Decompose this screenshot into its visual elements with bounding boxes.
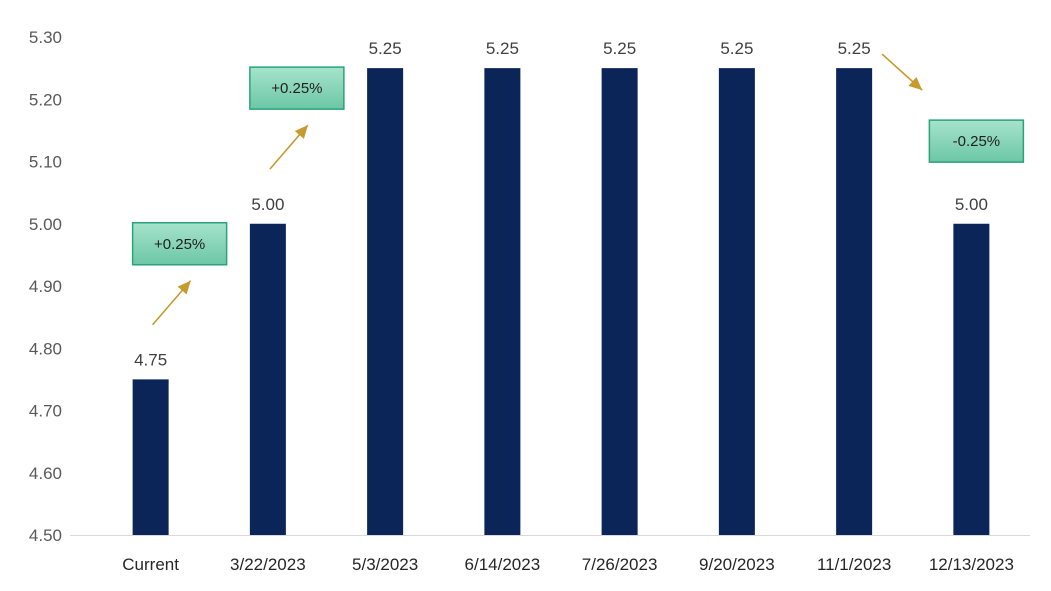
y-tick-label: 4.70 xyxy=(29,402,62,421)
x-tick-label: 11/1/2023 xyxy=(817,555,891,574)
annotation-box xyxy=(249,66,345,110)
y-tick-label: 5.30 xyxy=(29,28,62,47)
data-label: 5.25 xyxy=(603,39,636,58)
annotation-box xyxy=(928,119,1025,163)
data-label: 5.25 xyxy=(369,39,402,58)
arrow-head xyxy=(177,280,191,295)
bar xyxy=(601,68,638,535)
data-label: 5.25 xyxy=(486,39,519,58)
change-annotation: +0.25% xyxy=(131,222,228,326)
annotation-box xyxy=(131,222,228,266)
y-tick-label: 4.80 xyxy=(29,339,62,358)
data-label: 5.00 xyxy=(955,195,988,214)
x-tick-label: 3/22/2023 xyxy=(230,555,306,574)
annotation-label: +0.25% xyxy=(271,80,322,97)
y-tick-label: 4.50 xyxy=(29,526,62,545)
x-tick-label: 5/3/2023 xyxy=(352,555,418,574)
annotation-label: +0.25% xyxy=(154,236,205,253)
bars xyxy=(132,68,990,535)
x-tick-label: 9/20/2023 xyxy=(699,555,775,574)
change-annotation: -0.25% xyxy=(881,53,1025,163)
data-label: 5.25 xyxy=(838,39,871,58)
change-annotation: +0.25% xyxy=(249,66,345,170)
x-axis: Current 3/22/2023 5/3/2023 6/14/2023 7/26/20… xyxy=(122,555,1014,574)
y-tick-label: 5.00 xyxy=(29,215,62,234)
x-tick-label: 12/13/2023 xyxy=(929,555,1014,574)
annotations: +0.25% +0.25% -0.25% xyxy=(131,53,1025,326)
bar xyxy=(484,68,521,535)
annotation-label: -0.25% xyxy=(953,133,1001,150)
data-label: 4.75 xyxy=(134,350,167,369)
bar xyxy=(249,223,286,535)
data-label: 5.00 xyxy=(251,195,284,214)
y-axis: 4.50 4.60 4.70 4.80 4.90 5.00 5.10 5.20 5.30 xyxy=(29,28,62,545)
y-tick-label: 5.10 xyxy=(29,153,62,172)
arrow-head xyxy=(294,125,308,139)
bar xyxy=(836,68,873,535)
arrow-head xyxy=(908,76,923,91)
data-label: 5.25 xyxy=(720,39,753,58)
bar xyxy=(718,68,755,535)
y-tick-label: 4.90 xyxy=(29,277,62,296)
bar xyxy=(132,379,169,535)
y-tick-label: 4.60 xyxy=(29,464,62,483)
x-tick-label: 6/14/2023 xyxy=(465,555,541,574)
x-tick-label: 7/26/2023 xyxy=(582,555,658,574)
bar xyxy=(367,68,404,535)
data-labels: 4.75 5.00 5.25 5.25 5.25 5.25 5.25 5.00 xyxy=(134,39,988,369)
y-tick-label: 5.20 xyxy=(29,90,62,109)
x-tick-label: Current xyxy=(122,555,179,574)
bar xyxy=(953,223,990,535)
